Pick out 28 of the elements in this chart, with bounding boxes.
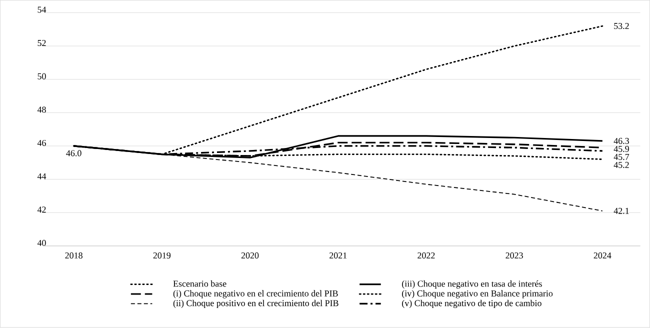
data-label: 45.7 <box>614 154 630 160</box>
x-tick-label: 2024 <box>594 252 612 259</box>
x-tick-label: 2022 <box>418 252 435 259</box>
data-label: 45.2 <box>614 162 629 168</box>
data-label: 53.2 <box>614 23 629 30</box>
legend-label: (i) Choque negativo en el crecimiento del PIB <box>173 290 338 298</box>
y-tick-label: 52 <box>38 40 46 46</box>
data-label: 46.0 <box>66 150 82 156</box>
y-tick-label: 42 <box>37 206 46 213</box>
y-tick-label: 44 <box>37 173 46 180</box>
x-tick-label: 2023 <box>506 252 523 259</box>
legend-label: (iv) Choque negativo en Balance primario <box>402 290 553 298</box>
legend-label: Escenario base <box>173 280 226 287</box>
x-tick-label: 2018 <box>65 252 82 259</box>
y-tick-label: 50 <box>38 73 46 80</box>
legend-label: (iii) Choque negativo en tasa de interés <box>402 280 542 289</box>
y-tick-label: 48 <box>37 106 46 113</box>
x-tick-label: 2020 <box>241 252 259 259</box>
x-tick-label: 2021 <box>330 252 347 259</box>
x-tick-label: 2019 <box>153 252 171 259</box>
legend-label: (v) Choque negativo de tipo de cambio <box>402 300 542 308</box>
y-tick-label: 46 <box>37 140 46 146</box>
data-label: 45.9 <box>614 146 629 152</box>
legend-label: (ii) Choque positivo en el crecimiento del PIB <box>173 300 338 308</box>
data-label: 46.3 <box>614 138 629 144</box>
y-tick-label: 40 <box>37 240 46 246</box>
y-tick-label: 54 <box>38 6 46 13</box>
data-label: 42.1 <box>614 208 629 214</box>
